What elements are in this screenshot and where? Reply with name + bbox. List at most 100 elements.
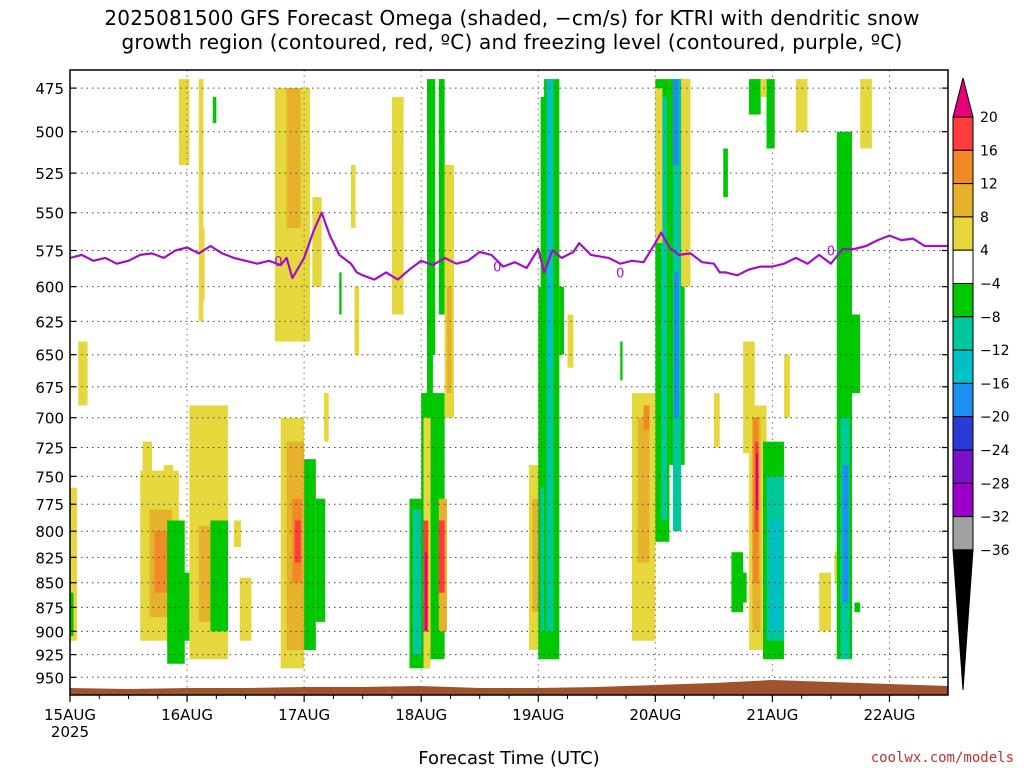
y-tick-label: 600 bbox=[35, 279, 64, 297]
colorbar-label: −28 bbox=[980, 476, 1010, 492]
omega-cell bbox=[312, 197, 322, 287]
y-tick-label: 875 bbox=[35, 599, 64, 617]
colorbar-label: −16 bbox=[980, 376, 1010, 392]
colorbar-label: −12 bbox=[980, 343, 1010, 359]
omega-cell bbox=[304, 459, 316, 651]
y-tick-label: 925 bbox=[35, 647, 64, 665]
ground-surface bbox=[70, 680, 948, 695]
omega-cell bbox=[427, 79, 436, 355]
x-tick-label: 20AUG bbox=[629, 706, 681, 724]
y-tick-label: 675 bbox=[35, 379, 64, 397]
omega-cell bbox=[661, 96, 668, 521]
grid-lines bbox=[70, 70, 948, 695]
freezing-level-label: 0 bbox=[616, 266, 624, 281]
omega-cell bbox=[559, 286, 565, 355]
omega-cell bbox=[770, 520, 781, 632]
y-tick-label: 650 bbox=[35, 347, 64, 365]
omega-cell bbox=[178, 572, 190, 641]
freezing-level-label: 0 bbox=[493, 261, 501, 276]
omega-cell bbox=[427, 197, 433, 603]
colorbar-label: −32 bbox=[980, 510, 1010, 526]
omega-cell bbox=[860, 79, 872, 149]
y-tick-label: 725 bbox=[35, 440, 64, 458]
omega-cell bbox=[315, 498, 326, 622]
omega-cell bbox=[567, 314, 574, 368]
omega-cell bbox=[78, 341, 88, 406]
colorbar-top-arrow bbox=[952, 77, 974, 118]
omega-cell bbox=[210, 520, 229, 632]
omega-cell bbox=[620, 341, 623, 381]
omega-cell bbox=[756, 453, 759, 510]
y-tick-label: 575 bbox=[35, 242, 64, 260]
chart-title-line-2: growth region (contoured, red, ºC) and f… bbox=[121, 30, 903, 54]
y-tick-label: 550 bbox=[35, 205, 64, 223]
y-tick-label: 475 bbox=[35, 80, 64, 98]
colorbar-swatch bbox=[952, 482, 974, 518]
colorbar-swatch bbox=[952, 183, 974, 218]
x-tick-label: 17AUG bbox=[278, 706, 330, 724]
omega-cell bbox=[154, 531, 169, 593]
colorbar-label: −20 bbox=[980, 410, 1010, 426]
freezing-level-label: 0 bbox=[274, 255, 282, 270]
y-tick-label: 500 bbox=[35, 124, 64, 142]
x-tick-sublabel: 2025 bbox=[51, 723, 89, 741]
colorbar-bottom-arrow bbox=[952, 549, 974, 691]
x-axis-label: Forecast Time (UTC) bbox=[418, 748, 599, 768]
freezing-level-contour: 0 0 0 0 bbox=[69, 211, 948, 281]
omega-cell bbox=[852, 314, 861, 394]
omega-cell bbox=[201, 228, 205, 301]
credit-text[interactable]: coolwx.com/models bbox=[871, 750, 1014, 766]
y-tick-label: 625 bbox=[35, 313, 64, 331]
y-tick-label: 900 bbox=[35, 623, 64, 641]
colorbar-swatch bbox=[952, 216, 974, 251]
y-tick-label: 800 bbox=[35, 523, 64, 541]
colorbar-label: −36 bbox=[980, 543, 1010, 559]
colorbar-swatch bbox=[952, 416, 974, 451]
omega-cell bbox=[438, 520, 445, 593]
omega-cell bbox=[743, 341, 755, 454]
x-tick-label: 21AUG bbox=[746, 706, 798, 724]
omega-cell bbox=[350, 165, 356, 229]
y-axis-ticks: 475 500 525 550 575 600 625 650 675 700 725 750 775 8… bbox=[35, 80, 948, 687]
omega-cell bbox=[239, 577, 252, 641]
omega-cell bbox=[424, 552, 428, 632]
omega-cell bbox=[655, 88, 663, 244]
omega-cell bbox=[766, 79, 775, 149]
freezing-level-label: 0 bbox=[827, 244, 835, 259]
omega-cell bbox=[324, 393, 329, 442]
omega-cell bbox=[178, 79, 190, 166]
colorbar-swatch bbox=[952, 382, 974, 418]
omega-cell bbox=[294, 520, 301, 563]
colorbar-label: 16 bbox=[980, 143, 998, 159]
y-tick-label: 750 bbox=[35, 468, 64, 486]
colorbar: 20 16 12 8 4 −4 −8 −12 −16 −20 −24 −28 −32 −36 bbox=[952, 77, 1010, 691]
y-tick-label: 525 bbox=[35, 165, 64, 183]
x-tick-label: 16AUG bbox=[161, 706, 213, 724]
omega-cell bbox=[540, 96, 547, 287]
omega-cell bbox=[212, 96, 217, 124]
colorbar-swatch bbox=[952, 349, 974, 384]
omega-cell bbox=[339, 272, 342, 315]
colorbar-swatch bbox=[952, 449, 974, 484]
y-tick-label: 700 bbox=[35, 410, 64, 428]
omega-cell bbox=[674, 272, 679, 418]
y-tick-label: 825 bbox=[35, 549, 64, 567]
colorbar-label: −24 bbox=[980, 443, 1010, 459]
chart-title: 2025081500 GFS Forecast Omega (shaded, −… bbox=[0, 6, 1024, 54]
chart-title-line-1: 2025081500 GFS Forecast Omega (shaded, −… bbox=[104, 6, 920, 30]
y-tick-label: 775 bbox=[35, 496, 64, 514]
colorbar-swatch bbox=[952, 316, 974, 351]
omega-cell bbox=[713, 393, 720, 448]
omega-cell bbox=[737, 572, 747, 603]
colorbar-swatch bbox=[952, 249, 974, 284]
colorbar-label: −8 bbox=[980, 310, 1001, 326]
omega-cell bbox=[842, 464, 849, 603]
colorbar-label: −4 bbox=[980, 277, 1001, 293]
omega-cell bbox=[391, 96, 404, 315]
omega-cell bbox=[70, 487, 78, 641]
freezing-level-line bbox=[69, 211, 948, 281]
x-tick-label: 22AUG bbox=[863, 706, 915, 724]
omega-cell bbox=[446, 286, 452, 394]
omega-cell bbox=[354, 286, 360, 355]
ground-fill bbox=[70, 680, 948, 695]
